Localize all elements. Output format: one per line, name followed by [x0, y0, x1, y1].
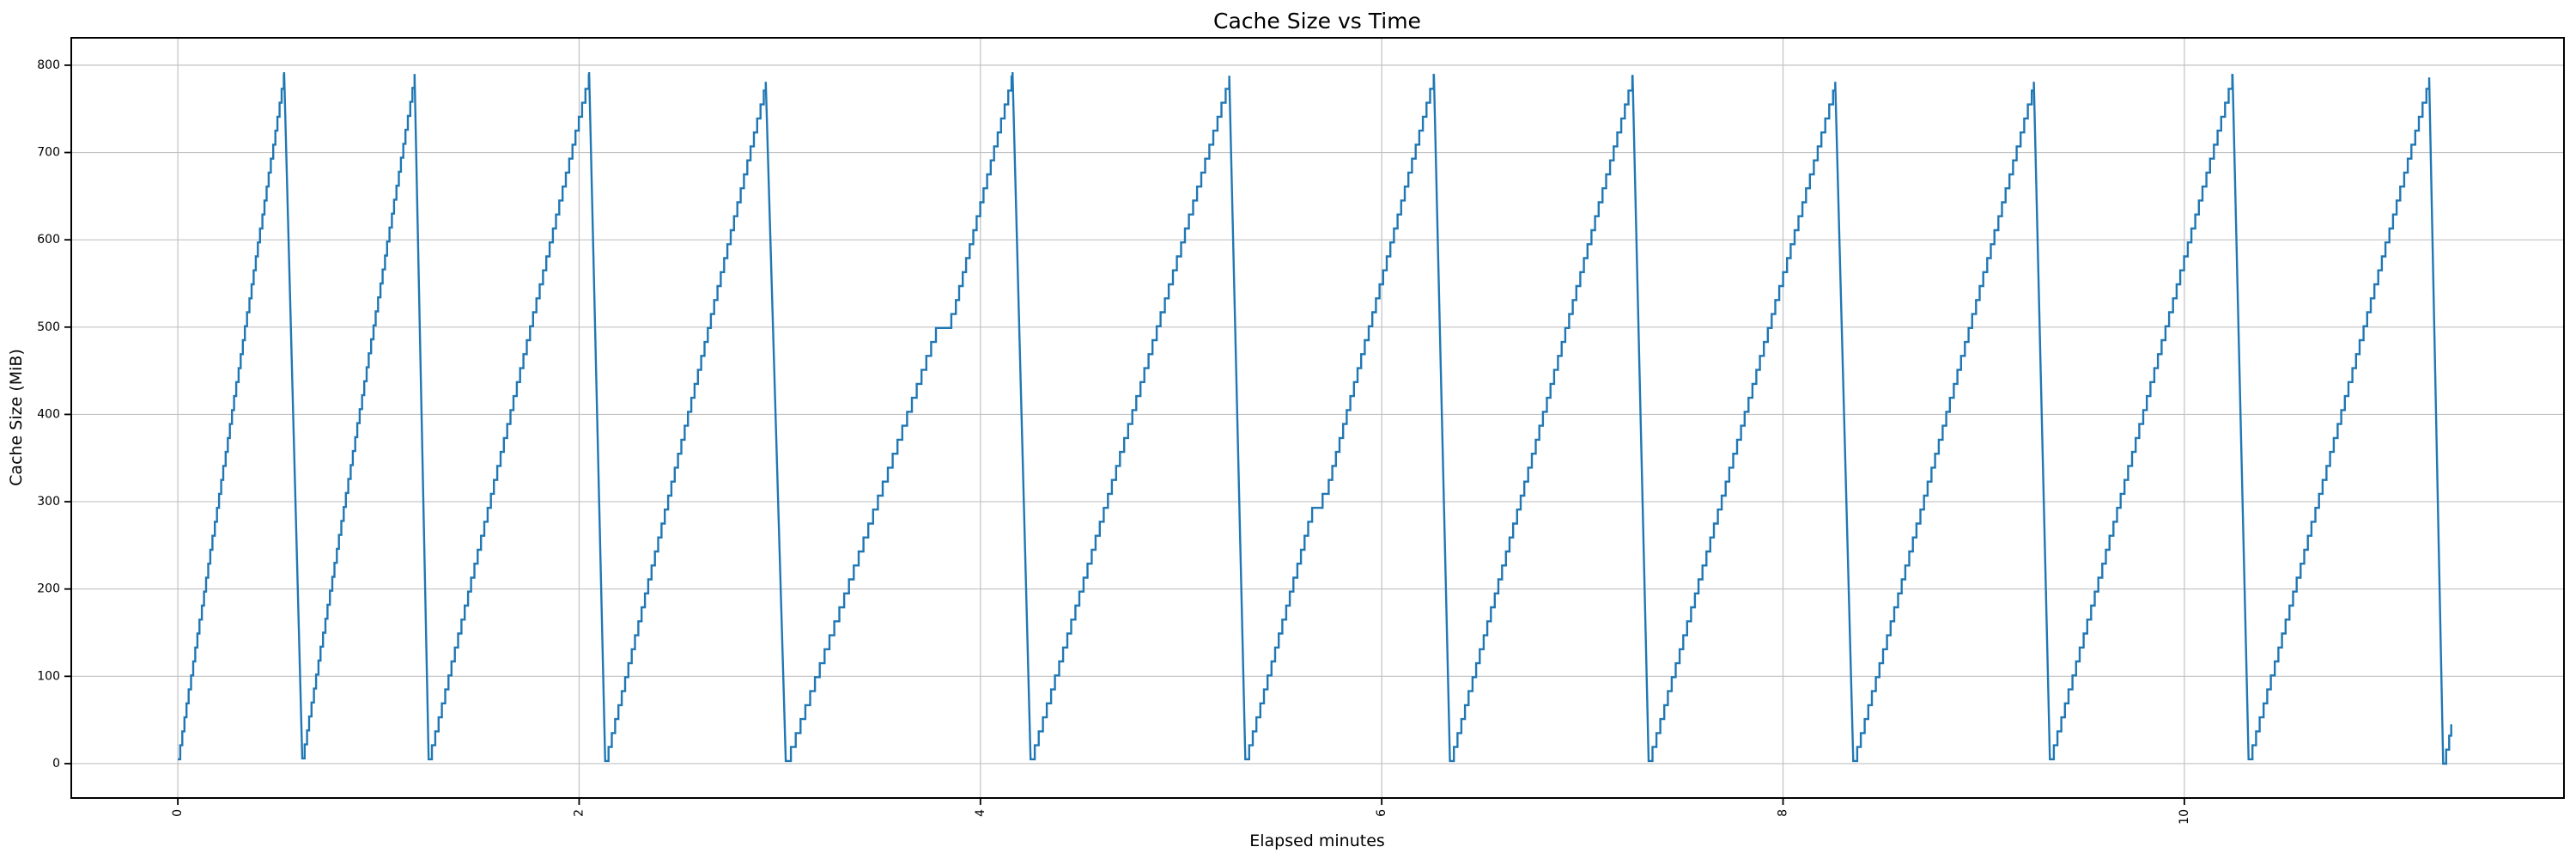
svg-text:200: 200: [37, 582, 60, 596]
x-axis-tick-labels: 0 2 4 6 8 10: [171, 809, 2191, 825]
y-axis-ticks: [64, 64, 71, 765]
svg-text:500: 500: [37, 320, 60, 334]
svg-text:8: 8: [1777, 809, 1790, 817]
svg-text:400: 400: [37, 407, 60, 421]
chart-title: Cache Size vs Time: [1213, 9, 1421, 34]
x-axis-label: Elapsed minutes: [1249, 832, 1385, 850]
x-axis-ticks: [177, 798, 2185, 805]
svg-text:4: 4: [974, 809, 987, 817]
plot-border: [70, 37, 2565, 799]
svg-text:10: 10: [2178, 809, 2191, 825]
svg-text:6: 6: [1375, 809, 1388, 817]
svg-text:700: 700: [37, 146, 60, 160]
cache-size-line: [178, 71, 2452, 765]
svg-text:300: 300: [37, 495, 60, 509]
svg-text:0: 0: [52, 757, 60, 771]
y-axis-label: Cache Size (MiB): [7, 349, 26, 486]
svg-text:0: 0: [171, 809, 185, 817]
svg-text:2: 2: [572, 809, 586, 817]
gridlines: [71, 38, 2564, 798]
y-axis-tick-labels: 0 100 200 300 400 500 600 700 800: [37, 58, 60, 771]
svg-text:600: 600: [37, 233, 60, 247]
svg-text:800: 800: [37, 58, 60, 72]
svg-text:100: 100: [37, 669, 60, 683]
